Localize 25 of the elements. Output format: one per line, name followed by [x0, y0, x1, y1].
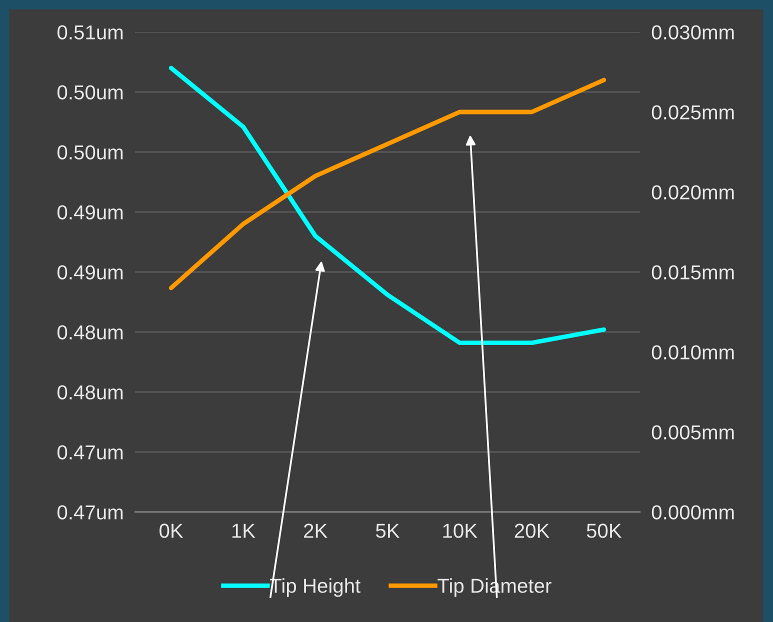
y2-tick-label: 0.005mm — [652, 425, 734, 440]
x-tick-label: 5K — [376, 524, 400, 538]
x-tick-label: 1K — [232, 524, 256, 538]
y2-tick-label: 0.020mm — [652, 185, 734, 200]
y-tick-label: 0.47um — [58, 505, 123, 520]
x-tick-label: 2K — [304, 524, 328, 538]
y-tick-label: 0.50um — [58, 145, 123, 160]
line-series — [168, 66, 606, 346]
line-series — [168, 78, 606, 290]
y-tick-label: 0.49um — [58, 205, 123, 220]
x-tick-label: 20K — [514, 524, 550, 538]
y-tick-label: 0.47um — [58, 445, 123, 460]
y2-tick-label: 0.015mm — [652, 265, 734, 280]
y-tick-label: 0.48um — [58, 385, 123, 400]
x-tick-label: 0K — [160, 524, 184, 538]
y-tick-label: 0.49um — [58, 265, 123, 280]
x-tick-label: 50K — [586, 524, 622, 538]
y2-tick-label: 0.025mm — [652, 105, 734, 120]
y-tick-label: 0.51um — [58, 25, 123, 40]
y2-tick-label: 0.000mm — [652, 505, 734, 520]
y-tick-label: 0.50um — [58, 85, 123, 100]
y-tick-label: 0.48um — [58, 325, 123, 340]
x-tick-label: 10K — [443, 524, 478, 538]
y2-tick-label: 0.030mm — [652, 25, 734, 40]
y2-tick-label: 0.010mm — [652, 345, 734, 360]
